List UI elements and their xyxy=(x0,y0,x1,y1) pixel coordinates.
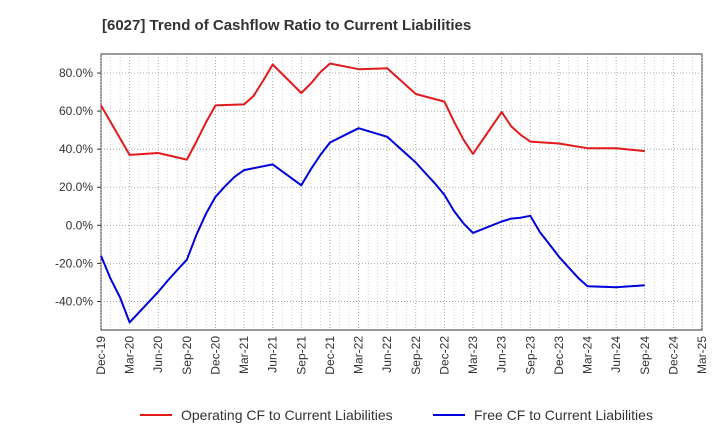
x-tick-label: Dec-20 xyxy=(208,336,222,375)
x-tick-label: Jun-22 xyxy=(380,336,394,373)
x-tick-label: Dec-24 xyxy=(666,336,680,375)
y-tick-label: 20.0% xyxy=(59,180,93,194)
y-axis-tick-labels: 80.0% 60.0% 40.0% 20.0% 0.0% -20.0% -40.0% xyxy=(55,66,93,308)
y-tick-label: 0.0% xyxy=(66,218,94,232)
free-cf-line xyxy=(100,127,645,324)
operating-cf-line xyxy=(100,62,645,161)
x-tick-label: Mar-21 xyxy=(237,336,251,374)
legend: Operating CF to Current Liabilities Free… xyxy=(140,407,653,423)
x-tick-label: Mar-24 xyxy=(581,336,595,374)
chart-title: [6027] Trend of Cashflow Ratio to Curren… xyxy=(102,17,471,34)
y-tick-label: 60.0% xyxy=(59,104,93,118)
y-tick-label: 80.0% xyxy=(59,66,93,80)
y-tick-label: -20.0% xyxy=(55,256,93,270)
x-tick-label: Mar-20 xyxy=(123,336,137,374)
legend-label-operating-cf: Operating CF to Current Liabilities xyxy=(181,407,393,423)
y-tick-label: -40.0% xyxy=(55,294,93,308)
x-tick-label: Mar-22 xyxy=(352,336,366,374)
x-tick-label: Sep-21 xyxy=(294,336,308,375)
x-tick-label: Dec-22 xyxy=(437,336,451,375)
x-tick-label: Mar-23 xyxy=(466,336,480,374)
legend-label-free-cf: Free CF to Current Liabilities xyxy=(474,407,653,423)
plot-area xyxy=(100,53,703,331)
x-tick-label: Dec-19 xyxy=(94,336,108,375)
vertical-gridlines xyxy=(100,54,703,330)
x-tick-label: Jun-24 xyxy=(609,336,623,373)
x-tick-label: Sep-24 xyxy=(638,336,652,375)
x-tick-label: Sep-22 xyxy=(409,336,423,375)
x-tick-label: Jun-23 xyxy=(495,336,509,373)
y-tick-label: 40.0% xyxy=(59,142,93,156)
x-tick-label: Mar-25 xyxy=(695,336,709,374)
x-tick-label: Jun-20 xyxy=(151,336,165,373)
x-tick-label: Sep-23 xyxy=(523,336,537,375)
x-tick-label: Sep-20 xyxy=(180,336,194,375)
x-axis-tick-labels: Dec-19 Mar-20 Jun-20 Sep-20 Dec-20 Mar-21 Jun-… xyxy=(94,336,709,375)
series-lines xyxy=(100,62,645,324)
x-tick-label: Dec-23 xyxy=(552,336,566,375)
x-tick-label: Dec-21 xyxy=(323,336,337,375)
x-tick-label: Jun-21 xyxy=(266,336,280,373)
